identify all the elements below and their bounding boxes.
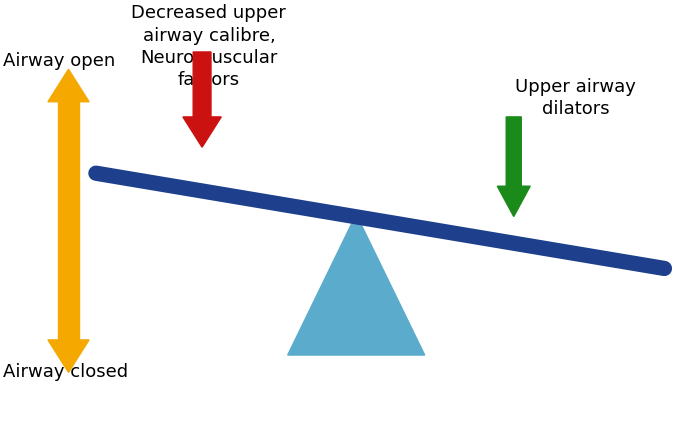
FancyArrow shape <box>48 69 89 102</box>
Text: Decreased upper
airway calibre,
Neuromuscular
factors: Decreased upper airway calibre, Neuromus… <box>132 4 286 89</box>
FancyArrow shape <box>183 52 221 147</box>
Text: Airway open: Airway open <box>3 52 116 70</box>
Polygon shape <box>288 214 425 355</box>
FancyArrow shape <box>48 340 89 372</box>
FancyArrow shape <box>497 117 530 216</box>
FancyArrow shape <box>58 102 79 340</box>
Text: Airway closed: Airway closed <box>3 363 129 381</box>
Text: Upper airway
dilators: Upper airway dilators <box>515 78 636 118</box>
